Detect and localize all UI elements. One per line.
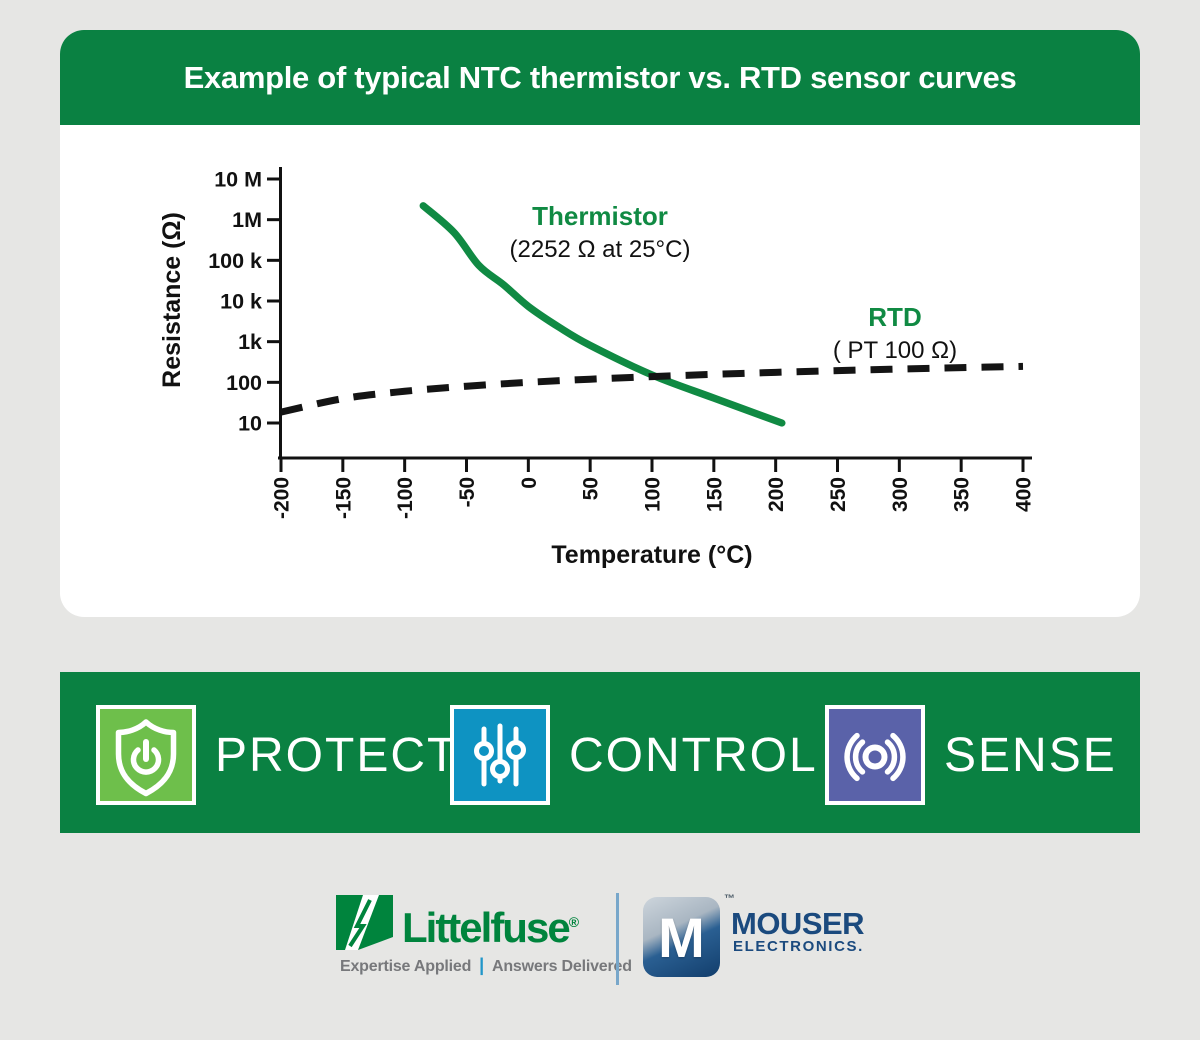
protect-label: PROTECT — [215, 728, 459, 782]
badge-sense: SENSE — [825, 705, 1117, 805]
curve-rtd — [280, 362, 1024, 416]
mouser-logo-icon: M — [643, 897, 720, 977]
category-band: PROTECT CONTROL — [60, 672, 1140, 833]
registered-mark: ® — [568, 914, 580, 930]
sense-label: SENSE — [944, 728, 1117, 782]
x-tick-label: -100 — [394, 477, 417, 519]
x-tick-label: -150 — [332, 477, 355, 519]
y-ticks: 10 M 1M 100 k 10 k 1k 100 10 — [208, 167, 281, 436]
x-tick-label: 50 — [580, 477, 603, 500]
badge-control: CONTROL — [450, 705, 818, 805]
trademark-mark: ™ — [724, 893, 735, 905]
control-label: CONTROL — [569, 728, 818, 782]
badge-protect: PROTECT — [96, 705, 458, 805]
sense-waves-icon — [844, 732, 906, 782]
x-tick-label: 100 — [642, 477, 665, 512]
x-tick-label: -200 — [271, 477, 294, 519]
protect-tile — [96, 705, 196, 805]
y-axis-label: Resistance (Ω) — [158, 212, 186, 388]
chart-area: 10 M 1M 100 k 10 k 1k 100 10 -200 -150 -100 -50 0 5… — [60, 125, 1140, 617]
rtd-series-spec: ( PT 100 Ω) — [832, 336, 958, 364]
logo-divider — [616, 893, 619, 985]
x-tick-label: -50 — [456, 477, 479, 507]
x-tick-label: 200 — [765, 477, 788, 512]
y-tick-label: 100 — [226, 371, 262, 395]
thermistor-annotation: Thermistor (2252 Ω at 25°C) — [510, 200, 691, 265]
y-tick-label: 100 k — [208, 249, 262, 273]
x-tick-label: 300 — [889, 477, 912, 512]
thermistor-series-spec: (2252 Ω at 25°C) — [509, 235, 691, 263]
x-tick-label: 350 — [951, 477, 974, 512]
y-tick-label: 10 M — [214, 167, 262, 191]
mouser-wordmark: MOUSER — [731, 906, 865, 941]
x-tick-label: 150 — [703, 477, 726, 512]
control-tile — [450, 705, 550, 805]
sense-tile — [825, 705, 925, 805]
title-banner: Example of typical NTC thermistor vs. RT… — [60, 30, 1140, 125]
x-tick-label: 400 — [1013, 477, 1036, 512]
chart-card: Example of typical NTC thermistor vs. RT… — [60, 30, 1140, 617]
mouser-subbrand: ELECTRONICS. — [733, 938, 864, 955]
shield-power-icon — [115, 719, 177, 797]
littelfuse-wordmark: Littelfuse® — [402, 904, 580, 951]
y-tick-label: 10 — [238, 412, 262, 436]
littelfuse-tagline: Expertise Applied | Answers Delivered — [340, 955, 632, 975]
y-tick-label: 10 k — [220, 289, 262, 313]
sliders-icon — [474, 723, 526, 787]
curves — [280, 202, 1024, 427]
x-ticks: -200 -150 -100 -50 0 50 100 150 200 250 300 350 400 — [271, 458, 1036, 519]
rtd-annotation: RTD ( PT 100 Ω) — [833, 301, 957, 366]
page-title: Example of typical NTC thermistor vs. RT… — [183, 59, 1017, 95]
x-tick-label: 250 — [827, 477, 850, 512]
y-tick-label: 1M — [232, 208, 262, 232]
x-tick-label: 0 — [518, 477, 541, 489]
curve-thermistor — [419, 202, 786, 427]
thermistor-series-name: Thermistor — [532, 201, 668, 231]
rtd-series-name: RTD — [868, 302, 922, 332]
tagline-divider: | — [479, 955, 484, 975]
littelfuse-logo-icon — [336, 895, 393, 950]
x-axis-label: Temperature (°C) — [551, 541, 752, 569]
y-tick-label: 1k — [238, 330, 262, 354]
sensor-curves-chart: 10 M 1M 100 k 10 k 1k 100 10 -200 -150 -100 -50 0 5… — [158, 167, 1036, 569]
